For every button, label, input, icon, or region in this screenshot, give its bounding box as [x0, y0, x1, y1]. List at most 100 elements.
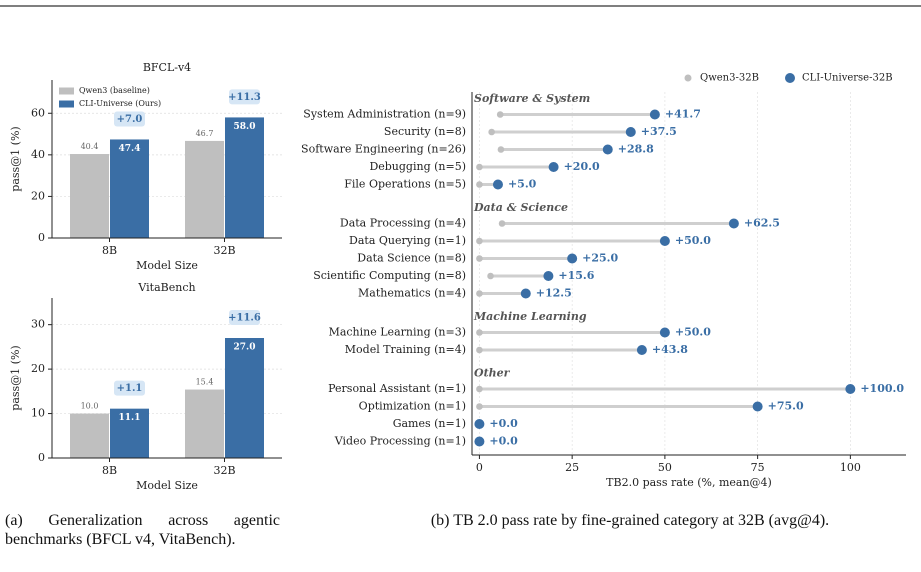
delta-label: +11.6 — [228, 313, 261, 324]
delta-box — [114, 380, 145, 396]
group-label: Other — [474, 367, 511, 380]
x-tick-label: 0 — [476, 461, 483, 474]
model-dot — [543, 271, 554, 281]
category-label: Games (n=1) — [393, 417, 466, 430]
bar — [110, 139, 149, 238]
y-tick-label: 0 — [38, 231, 45, 244]
y-tick-label: 30 — [31, 318, 45, 331]
delta-box — [229, 310, 260, 325]
bar — [225, 117, 264, 238]
baseline-dot — [498, 220, 506, 227]
model-dot — [548, 162, 559, 172]
delta-label: +15.6 — [558, 269, 594, 282]
model-dot — [492, 179, 503, 190]
model-dot — [520, 288, 531, 299]
y-tick-label: 20 — [31, 362, 45, 375]
model-dot — [845, 384, 856, 394]
x-axis-label: TB2.0 pass rate (%, mean@4) — [606, 476, 772, 489]
delta-label: +7.0 — [117, 114, 143, 125]
caption-b: (b) TB 2.0 pass rate by fine-grained cat… — [430, 512, 830, 529]
delta-label: +0.0 — [489, 435, 518, 448]
category-label: Personal Assistant (n=1) — [328, 382, 466, 395]
delta-label: +28.8 — [618, 143, 654, 156]
figure: BFCL-v4 0 20 40 60 8B 40.4 47.4 +7.0 32B 46.7 58.0 +… — [0, 5, 921, 492]
delta-label: +41.7 — [665, 108, 701, 121]
x-tick-label: 100 — [840, 461, 861, 474]
model-dot — [659, 236, 670, 246]
category-label: Debugging (n=5) — [369, 160, 466, 173]
category-label: Data Querying (n=1) — [349, 234, 466, 247]
bar — [185, 140, 224, 238]
model-dot — [659, 327, 670, 338]
category-label: Scientific Computing (n=8) — [313, 269, 466, 282]
group-label: Machine Learning — [473, 310, 587, 323]
baseline-dot — [487, 272, 494, 280]
chart-title: BFCL-v4 — [143, 61, 191, 74]
x-tick-label: 75 — [751, 461, 765, 474]
value-label: 47.4 — [119, 144, 141, 154]
x-tick-label: 32B — [213, 464, 235, 477]
model-dot — [649, 109, 660, 120]
legend-label: Qwen3-32B — [700, 73, 759, 84]
y-axis-label: pass@1 (%) — [9, 126, 22, 191]
baseline-dot — [476, 163, 483, 171]
delta-label: +20.0 — [564, 160, 600, 173]
delta-label: +75.0 — [768, 400, 804, 413]
category-label: Model Training (n=4) — [345, 343, 466, 356]
baseline-dot — [476, 403, 483, 410]
category-label: Video Processing (n=1) — [334, 435, 466, 448]
baseline-dot — [476, 385, 483, 393]
delta-label: +100.0 — [860, 382, 904, 395]
legend-swatch — [59, 100, 74, 108]
category-label: Data Processing (n=4) — [340, 217, 466, 230]
delta-label: +5.0 — [508, 178, 537, 191]
delta-label: +62.5 — [744, 217, 780, 230]
model-dot — [752, 401, 763, 412]
baseline-dot — [476, 255, 483, 262]
category-label: Optimization (n=1) — [359, 400, 466, 413]
delta-label: +50.0 — [675, 326, 711, 339]
category-label: Mathematics (n=4) — [358, 287, 466, 300]
x-tick-label: 25 — [565, 461, 579, 474]
baseline-dot — [476, 329, 483, 336]
y-tick-label: 40 — [31, 148, 45, 161]
legend-dot — [684, 74, 692, 82]
model-dot — [567, 253, 578, 264]
y-tick-label: 0 — [38, 451, 45, 464]
x-tick-label: 50 — [658, 461, 672, 474]
delta-label: +11.3 — [228, 92, 261, 103]
delta-label: +37.5 — [641, 125, 677, 138]
baseline-dot — [488, 128, 495, 136]
bar — [70, 154, 109, 238]
value-label: 46.7 — [196, 129, 214, 138]
delta-label: +1.1 — [117, 383, 143, 394]
model-dot — [474, 436, 485, 447]
category-label: File Operations (n=5) — [344, 178, 466, 191]
delta-label: +12.5 — [536, 287, 572, 300]
x-tick-label: 32B — [213, 244, 235, 257]
category-label: Data Science (n=8) — [357, 252, 466, 265]
x-axis-label: Model Size — [136, 479, 198, 492]
value-label: 40.4 — [81, 142, 99, 151]
delta-label: +25.0 — [582, 252, 618, 265]
model-dot — [474, 419, 485, 429]
value-label: 58.0 — [234, 122, 256, 132]
delta-label: +50.0 — [675, 234, 711, 247]
legend-label: CLI-Universe-32B — [802, 73, 893, 84]
bar — [110, 408, 149, 458]
model-dot — [625, 127, 636, 137]
category-label: System Administration (n=9) — [303, 108, 466, 121]
group-label: Software & System — [474, 92, 590, 105]
legend-swatch — [59, 87, 74, 95]
baseline-dot — [496, 111, 504, 118]
value-label: 27.0 — [234, 343, 256, 353]
baseline-dot — [476, 181, 483, 188]
delta-box — [229, 89, 260, 105]
model-dot — [636, 345, 647, 355]
y-tick-label: 10 — [31, 407, 45, 420]
baseline-dot — [476, 237, 483, 245]
chart-title: VitaBench — [137, 281, 195, 294]
delta-label: +43.8 — [652, 343, 688, 356]
bar — [70, 413, 109, 458]
